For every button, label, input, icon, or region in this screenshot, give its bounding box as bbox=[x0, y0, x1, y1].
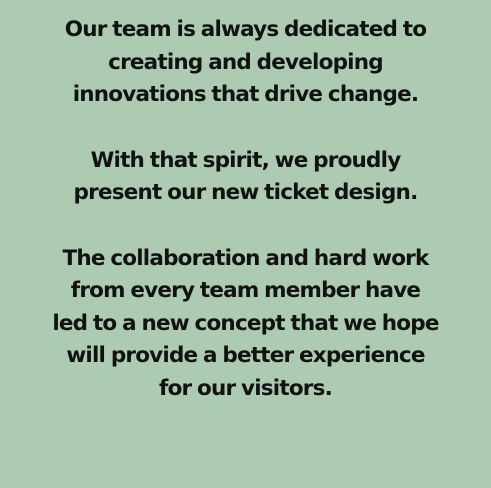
collaboration-line-4: will provide a better experience bbox=[66, 343, 425, 368]
paragraph-spacer bbox=[0, 210, 491, 243]
intro-line-3: innovations that drive change. bbox=[72, 82, 419, 107]
intro-line-1: Our team is always dedicated to bbox=[64, 17, 427, 42]
collaboration-line-1: The collaboration and hard work bbox=[62, 245, 429, 271]
design-line-2: present our new ticket design. bbox=[73, 180, 419, 205]
design-line-1: With that spirit, we proudly bbox=[90, 147, 402, 173]
collaboration-line-5: for our visitors. bbox=[159, 375, 333, 401]
collaboration-line-2: from every team member have bbox=[70, 278, 421, 303]
design-paragraph: With that spirit, we proudly present our… bbox=[0, 145, 491, 210]
intro-line-2: creating and developing bbox=[108, 49, 384, 75]
collaboration-paragraph: The collaboration and hard work from eve… bbox=[0, 243, 491, 406]
intro-paragraph: Our team is always dedicated to creating… bbox=[0, 14, 491, 112]
collaboration-line-3: led to a new concept that we hope bbox=[52, 310, 439, 336]
paragraph-spacer bbox=[0, 112, 491, 145]
